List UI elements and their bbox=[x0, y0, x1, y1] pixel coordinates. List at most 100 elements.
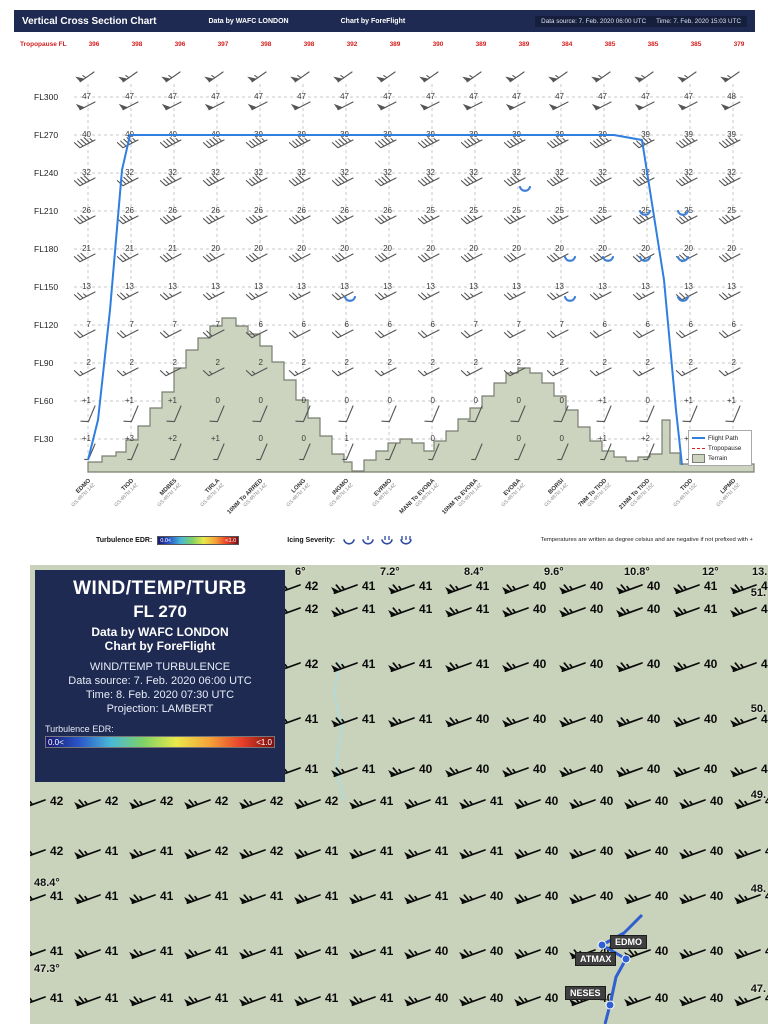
wind-barb bbox=[591, 101, 612, 111]
wind-barb bbox=[202, 329, 225, 339]
temp-label: 6 bbox=[345, 320, 350, 329]
wind-barb bbox=[673, 584, 700, 595]
temp-label: 41 bbox=[105, 889, 119, 903]
temp-label: 20 bbox=[469, 244, 478, 253]
temp-label: 40 bbox=[590, 712, 604, 726]
temp-label: 47 bbox=[598, 92, 607, 101]
wind-barb bbox=[129, 799, 156, 810]
map-flight-level: FL 270 bbox=[133, 602, 187, 621]
tropopause-fl-value: 398 bbox=[303, 41, 315, 48]
wind-barb bbox=[388, 767, 415, 778]
temp-label: 41 bbox=[476, 657, 490, 671]
temp-label: 42 bbox=[105, 794, 119, 808]
temp-label: 7 bbox=[517, 320, 522, 329]
temp-label: 41 bbox=[362, 602, 376, 616]
wind-barb bbox=[445, 584, 472, 595]
wind-barb bbox=[546, 252, 569, 263]
wind-barb bbox=[673, 717, 700, 728]
wind-barb bbox=[288, 214, 311, 225]
wind-barb bbox=[471, 443, 483, 461]
vertical-cross-section-chart: 47 47 47 47 47 47 47 47 47 47 47 47 47 47 47 48 40 40 40 40… bbox=[14, 10, 755, 550]
wind-barb bbox=[404, 799, 431, 810]
wind-barb bbox=[288, 367, 311, 377]
wind-barb bbox=[30, 849, 46, 857]
wind-barb bbox=[546, 214, 569, 225]
wind-barb bbox=[502, 584, 529, 595]
temp-label: 47 bbox=[168, 92, 177, 101]
grid-lines bbox=[74, 84, 743, 472]
temp-label: 2 bbox=[130, 358, 135, 367]
terrain-profile bbox=[87, 317, 755, 473]
temp-label: 40 bbox=[435, 991, 449, 1005]
temp-label: +1 bbox=[598, 434, 608, 443]
temp-label: 0 bbox=[431, 434, 436, 443]
temp-label: 40 bbox=[704, 712, 718, 726]
temp-label: 21 bbox=[82, 244, 91, 253]
wind-barb bbox=[616, 717, 643, 728]
wind-barb bbox=[428, 443, 440, 461]
flight-level-label: FL60 bbox=[34, 396, 54, 406]
temp-label: 41 bbox=[362, 762, 376, 776]
temp-label: 13 bbox=[598, 282, 607, 291]
icing-glyph-cup bbox=[343, 538, 355, 545]
wind-barb bbox=[734, 849, 761, 860]
wind-barb bbox=[632, 291, 655, 301]
wind-barb bbox=[682, 405, 698, 423]
temp-label: +1 bbox=[82, 434, 92, 443]
temp-label: 26 bbox=[254, 206, 263, 215]
wind-barb bbox=[589, 329, 612, 339]
turbulence-edr-label: Turbulence EDR: bbox=[96, 536, 153, 544]
wind-barb bbox=[459, 949, 486, 960]
temp-label: 40 bbox=[655, 889, 669, 903]
wind-barb bbox=[288, 252, 311, 263]
tropopause-fl-value: 389 bbox=[475, 41, 487, 48]
temp-label: 47 bbox=[383, 92, 392, 101]
chart-legend: Flight Path Tropopause Terrain bbox=[688, 430, 752, 466]
temp-label: 6 bbox=[689, 320, 694, 329]
icing-glyph-cup bbox=[400, 538, 412, 545]
temp-label: 6 bbox=[431, 320, 436, 329]
wind-barb bbox=[505, 101, 526, 111]
wind-barb bbox=[460, 214, 483, 225]
temp-label: 13 bbox=[512, 282, 521, 291]
temp-label: 42 bbox=[305, 657, 319, 671]
wind-barb bbox=[467, 405, 483, 423]
wind-barb bbox=[553, 405, 569, 423]
flight-level-label: FL300 bbox=[34, 92, 59, 102]
wind-barb bbox=[349, 996, 376, 1007]
temp-label: 13 bbox=[211, 282, 220, 291]
map-waypoint-atmax: ATMAX bbox=[575, 952, 617, 966]
flight-level-label: FL150 bbox=[34, 282, 59, 292]
temp-label: 41 bbox=[380, 991, 394, 1005]
temp-label: 25 bbox=[641, 206, 650, 215]
wind-barb bbox=[424, 405, 440, 423]
tropopause-fl-value: 396 bbox=[174, 41, 186, 48]
temp-label: 40 bbox=[647, 579, 661, 593]
temp-label: 6 bbox=[603, 320, 608, 329]
temp-label: 40 bbox=[600, 889, 614, 903]
wind-barb bbox=[73, 137, 96, 149]
flight-path-swatch bbox=[692, 437, 705, 439]
map-data-by: Data by WAFC LONDON bbox=[91, 625, 229, 639]
temp-label: 40 bbox=[490, 889, 504, 903]
temp-label: 40 bbox=[590, 579, 604, 593]
wind-barb bbox=[503, 329, 526, 339]
wind-barb bbox=[30, 799, 46, 807]
temp-label: 41 bbox=[380, 944, 394, 958]
temp-label: 48 bbox=[727, 92, 736, 101]
wind-barb bbox=[159, 291, 182, 301]
temp-label: 7 bbox=[216, 320, 221, 329]
temp-label: 0 bbox=[259, 434, 264, 443]
icing-symbol bbox=[638, 209, 652, 216]
temp-label: 0 bbox=[560, 396, 565, 405]
wind-barb bbox=[677, 71, 697, 83]
temp-label: 13 bbox=[297, 282, 306, 291]
wind-barb bbox=[202, 367, 225, 377]
wind-barb bbox=[388, 662, 415, 673]
temp-label: 20 bbox=[512, 244, 521, 253]
map-waypoint-neses: NESES bbox=[565, 986, 606, 1000]
wind-barb bbox=[559, 607, 586, 618]
wind-barb bbox=[546, 329, 569, 339]
temp-label: 20 bbox=[684, 244, 693, 253]
wind-barb bbox=[734, 894, 761, 905]
